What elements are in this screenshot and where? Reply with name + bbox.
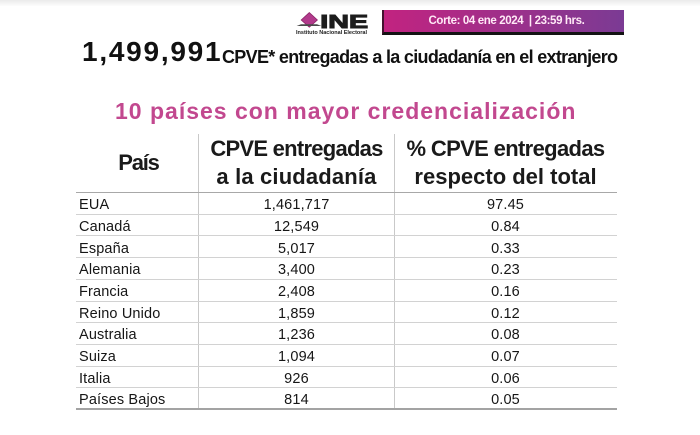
svg-text:INE: INE	[320, 11, 368, 32]
svg-text:Instituto Nacional Electoral: Instituto Nacional Electoral	[296, 30, 368, 36]
